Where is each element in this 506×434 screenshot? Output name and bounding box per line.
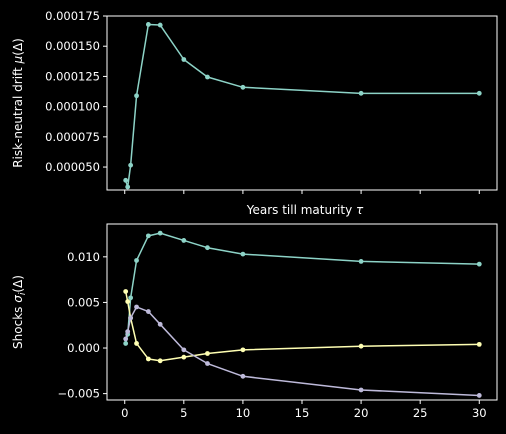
series-0-point bbox=[128, 295, 134, 301]
series-1-point bbox=[240, 347, 246, 353]
x-tick-label: 25 bbox=[413, 406, 428, 420]
series-0-line bbox=[124, 23, 480, 188]
x-tick-label: 15 bbox=[295, 406, 310, 420]
series-0-point bbox=[240, 251, 246, 257]
series-0-point bbox=[134, 258, 139, 263]
series-0-point bbox=[134, 93, 139, 99]
series-0-point bbox=[358, 258, 364, 264]
series-0-point bbox=[123, 341, 129, 346]
x-tick-label: 20 bbox=[354, 406, 369, 420]
series-1-line bbox=[124, 291, 480, 362]
y-tick-label: 0.005 bbox=[67, 295, 100, 309]
series-2-point bbox=[358, 387, 364, 393]
series-2-point bbox=[145, 309, 151, 314]
series-0-point bbox=[205, 245, 210, 251]
series-2-point bbox=[125, 329, 131, 335]
y-tick-label: 0.000175 bbox=[45, 9, 100, 23]
y-tick-label: −0.005 bbox=[57, 387, 100, 401]
series-0-point bbox=[476, 261, 482, 267]
y-tick-label: 0.000050 bbox=[45, 160, 100, 174]
y-tick-label: 0.000 bbox=[67, 341, 100, 355]
series-1-point bbox=[181, 354, 187, 360]
series-2-point bbox=[181, 347, 187, 353]
y-tick-label: 0.000150 bbox=[45, 39, 100, 53]
series-2-point bbox=[128, 315, 134, 321]
drift-panel: 0.000050 0.000075 0.000100 0.000125 0.000150… bbox=[11, 9, 498, 217]
series-1-point bbox=[205, 351, 210, 356]
series-0-point bbox=[358, 90, 364, 96]
y-tick-label: 0.000100 bbox=[45, 100, 100, 114]
y-axis-label: Risk-neutral drift μ(Δ) bbox=[11, 38, 25, 168]
series-0-point bbox=[125, 184, 131, 190]
series-2-line bbox=[124, 306, 480, 397]
series-1-point bbox=[134, 341, 139, 346]
series-0-line bbox=[124, 232, 480, 344]
y-axis-label: Shocks σi(Δ) bbox=[11, 275, 28, 349]
series-1-point bbox=[123, 289, 129, 294]
series-1-point bbox=[145, 356, 151, 362]
series-0-point bbox=[157, 230, 163, 236]
series-0-point bbox=[476, 90, 482, 96]
x-tick-label: 10 bbox=[236, 406, 251, 420]
series-0-point bbox=[128, 162, 134, 168]
series-2-point bbox=[123, 336, 129, 342]
series-1-point bbox=[125, 299, 131, 304]
x-tick-label: 0 bbox=[121, 406, 128, 420]
y-tick-label: 0.000075 bbox=[45, 130, 100, 144]
series-2-point bbox=[157, 321, 163, 327]
series-1-point bbox=[476, 341, 482, 347]
series-0-point bbox=[145, 22, 151, 27]
series-0-point bbox=[181, 238, 187, 243]
series-0-point bbox=[205, 74, 210, 80]
series-0-point bbox=[145, 233, 151, 239]
series-0-point bbox=[157, 22, 163, 28]
series-2-point bbox=[134, 304, 139, 310]
series-1-point bbox=[358, 343, 364, 349]
series-0-point bbox=[181, 57, 187, 62]
series-2-point bbox=[476, 393, 482, 398]
series-2-point bbox=[205, 361, 210, 366]
series-2-point bbox=[240, 373, 246, 379]
shocks-panel: 0 5 10 15 20 25 30 −0.005 0.000 0.005 0.010 Shocks … bbox=[11, 223, 498, 420]
plot-frame bbox=[106, 15, 498, 191]
x-axis-label: Years till maturity τ bbox=[246, 203, 364, 217]
y-tick-label: 0.010 bbox=[67, 250, 100, 264]
series-1-point bbox=[157, 358, 163, 364]
y-tick-label: 0.000125 bbox=[45, 69, 100, 83]
x-tick-label: 5 bbox=[180, 406, 187, 420]
plot-frame bbox=[106, 223, 498, 401]
x-tick-label: 30 bbox=[472, 406, 487, 420]
series-0-point bbox=[123, 177, 129, 183]
series-0-point bbox=[240, 84, 246, 90]
